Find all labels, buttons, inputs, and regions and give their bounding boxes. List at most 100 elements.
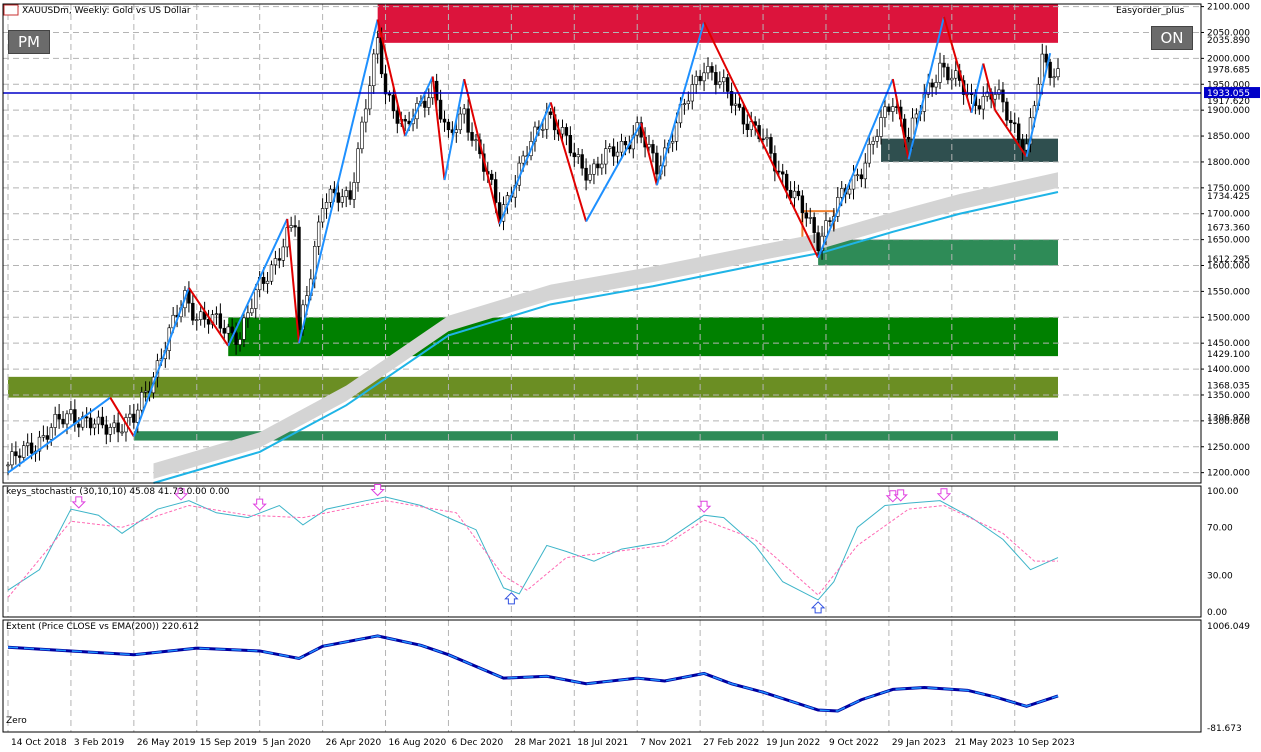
zigzag-segment <box>585 122 643 222</box>
zigzag-segment <box>376 19 407 137</box>
zigzag-segment <box>109 397 135 437</box>
candle-body <box>615 151 620 157</box>
candle-body <box>230 326 234 334</box>
candle-body <box>254 289 258 309</box>
x-tick-label: 18 Jul 2021 <box>577 738 628 748</box>
candle-body <box>423 100 427 108</box>
y-tick-label: 1250.000 <box>1207 443 1250 453</box>
candle-body <box>88 417 93 429</box>
zigzag-segment <box>994 109 1028 158</box>
stoch-down-arrow <box>370 484 385 497</box>
candle-body <box>273 258 278 266</box>
candle-body <box>128 413 132 418</box>
pm-button[interactable]: PM <box>8 30 50 54</box>
candle-body <box>18 455 22 458</box>
candle-body <box>214 313 219 316</box>
candle-body <box>788 189 793 199</box>
candle-body <box>840 188 844 198</box>
zigzag-segment <box>655 21 706 186</box>
candle-body <box>977 105 982 110</box>
candle-body <box>1013 122 1017 125</box>
candle-body <box>364 108 368 123</box>
candle-body <box>1009 119 1013 124</box>
y-tick-label: 1750.000 <box>1207 184 1250 194</box>
candle-body <box>324 202 329 209</box>
zigzag-segment <box>982 63 997 111</box>
candle-body <box>375 37 380 55</box>
candle-body <box>195 319 199 321</box>
candle-body <box>442 118 447 123</box>
zigzag-segment <box>227 218 289 347</box>
candle-body <box>427 97 431 108</box>
candle-body <box>25 442 30 446</box>
candle-body <box>234 332 238 345</box>
candle-body <box>761 138 765 141</box>
ema-line <box>153 190 1059 484</box>
candle-body <box>218 313 223 329</box>
candle-body <box>10 451 14 466</box>
y-price-label: 1429.100 <box>1207 350 1250 360</box>
candle-body <box>136 409 140 423</box>
y-price-label: 1306.970 <box>1207 413 1250 423</box>
zigzag-segment <box>498 102 552 225</box>
zone-5 <box>133 431 1058 441</box>
candle-body <box>250 308 254 314</box>
candle-body <box>191 302 195 321</box>
candle-body <box>560 127 565 135</box>
candle-body <box>655 152 659 175</box>
candle-body <box>69 409 73 415</box>
candle-body <box>674 122 679 142</box>
candle-body <box>1005 101 1009 121</box>
zigzag-segment <box>443 78 466 181</box>
y-tick-label: 1400.000 <box>1207 365 1250 375</box>
candle-body <box>875 136 879 142</box>
candle-body <box>383 73 388 95</box>
candle-body <box>584 167 588 181</box>
candle-body <box>938 62 942 83</box>
y-tick-label: 2100.000 <box>1207 3 1250 13</box>
stoch-y-label: 70.00 <box>1207 523 1233 533</box>
x-tick-label: 26 May 2019 <box>137 738 196 748</box>
zigzag-segment <box>942 16 973 114</box>
candle-body <box>733 103 738 106</box>
chart-icon <box>3 4 19 16</box>
zone-4 <box>8 376 1058 398</box>
zigzag-segment <box>817 78 894 259</box>
zigzag-segment <box>1025 52 1052 157</box>
candle-body <box>887 106 891 112</box>
candle-body <box>859 174 864 180</box>
candle-body <box>934 82 938 88</box>
candle-body <box>576 154 580 158</box>
stoch-down-arrow <box>252 498 267 511</box>
candle-body <box>714 72 718 85</box>
zigzag-segment <box>549 102 588 222</box>
stoch-y-label: 30.00 <box>1207 572 1233 582</box>
candle-body <box>92 423 97 429</box>
candle-body <box>470 132 474 141</box>
candle-body <box>356 148 360 183</box>
candle-body <box>804 212 809 219</box>
candle-body <box>53 414 57 428</box>
candle-body <box>96 416 101 425</box>
y-tick-label: 1900.000 <box>1207 106 1250 116</box>
candle-body <box>116 422 120 433</box>
candle-body <box>297 226 301 330</box>
candle-body <box>316 221 321 247</box>
stoch-y-label: 100.00 <box>1207 487 1239 497</box>
candle-body <box>847 188 852 195</box>
y-price-label: 1368.035 <box>1207 382 1250 392</box>
candle-body <box>541 128 545 131</box>
candle-body <box>293 225 297 228</box>
candle-body <box>368 85 372 110</box>
candle-body <box>22 445 26 458</box>
candle-body <box>619 141 624 153</box>
candle-body <box>682 103 687 106</box>
x-tick-label: 19 Jun 2022 <box>766 738 820 748</box>
candle-body <box>706 66 710 74</box>
on-button[interactable]: ON <box>1151 26 1193 50</box>
candle-body <box>651 144 655 154</box>
candle-body <box>222 327 226 334</box>
candle-body <box>1016 123 1021 140</box>
candle-body <box>604 148 608 165</box>
